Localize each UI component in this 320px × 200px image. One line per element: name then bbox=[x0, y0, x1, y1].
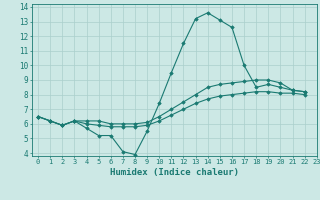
X-axis label: Humidex (Indice chaleur): Humidex (Indice chaleur) bbox=[110, 168, 239, 177]
